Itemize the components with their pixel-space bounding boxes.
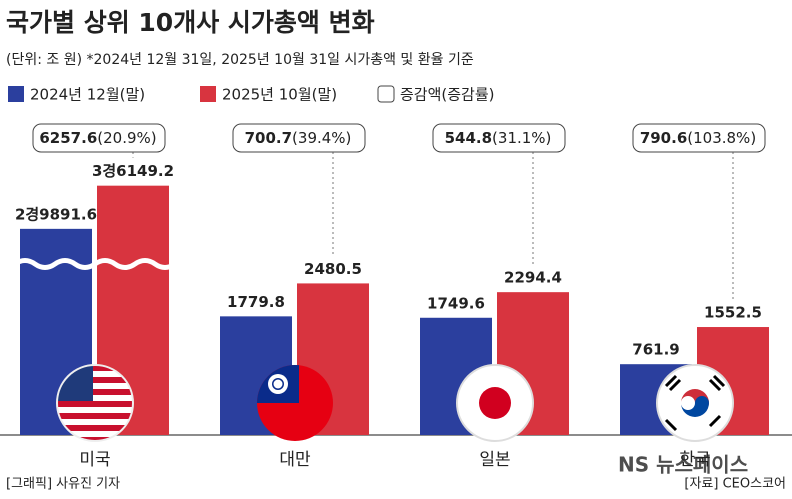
subtitle: (단위: 조 원) *2024년 12월 31일, 2025년 10월 31일 … [6,52,474,68]
value-label: 1779.8 [227,293,285,311]
change-label: 544.8(31.1%) [445,129,552,147]
credit: [그래픽] 사유진 기자 [6,477,120,492]
value-label: 2294.4 [504,269,562,287]
axis-break [13,258,177,270]
change-rate: (31.1%) [492,129,551,147]
change-amount: 790.6 [640,129,687,147]
value-label: 2480.5 [304,260,362,278]
x-tick-label: 한국 [679,450,710,470]
legend-label: 2025년 10월(말) [222,86,337,104]
legend-swatch [8,86,24,102]
change-amount: 700.7 [245,129,292,147]
chart-title: 국가별 상위 10개사 시가총액 변화 [6,8,375,37]
flag-us [57,365,133,441]
x-tick-label: 미국 [79,450,110,470]
change-rate: (103.8%) [687,129,756,147]
source: [자료] CEO스코어 [684,477,786,492]
change-box [632,123,766,153]
change-label: 6257.6(20.9%) [39,129,156,147]
legend-swatch [200,86,216,102]
value-label: 3경6149.2 [92,162,174,180]
flag-taiwan [257,365,333,441]
legend-swatch [377,85,395,103]
change-amount: 6257.6 [39,129,97,147]
legend-label: 증감액(증감률) [400,86,495,104]
change-rate: (20.9%) [97,129,156,147]
flags [56,364,734,442]
x-tick-label: 일본 [479,450,510,470]
value-label: 1749.6 [427,294,485,312]
watermark: NS 뉴스페이스 [618,453,748,477]
change-amount: 544.8 [445,129,492,147]
change-label: 790.6(103.8%) [640,129,756,147]
legend-label: 2024년 12월(말) [30,86,145,104]
legend: 증감액(증감률) 2024년 12월(말) 2025년 10월(말) [8,85,495,104]
change-rate: (39.4%) [292,129,351,147]
change-label: 700.7(39.4%) [245,129,352,147]
change-box [232,123,366,153]
value-label: 761.9 [632,341,679,359]
change-box [32,123,166,153]
change-box [432,123,566,153]
value-label: 2경9891.6 [15,205,97,223]
value-label: 1552.5 [704,304,762,322]
x-tick-label: 대만 [279,450,311,470]
